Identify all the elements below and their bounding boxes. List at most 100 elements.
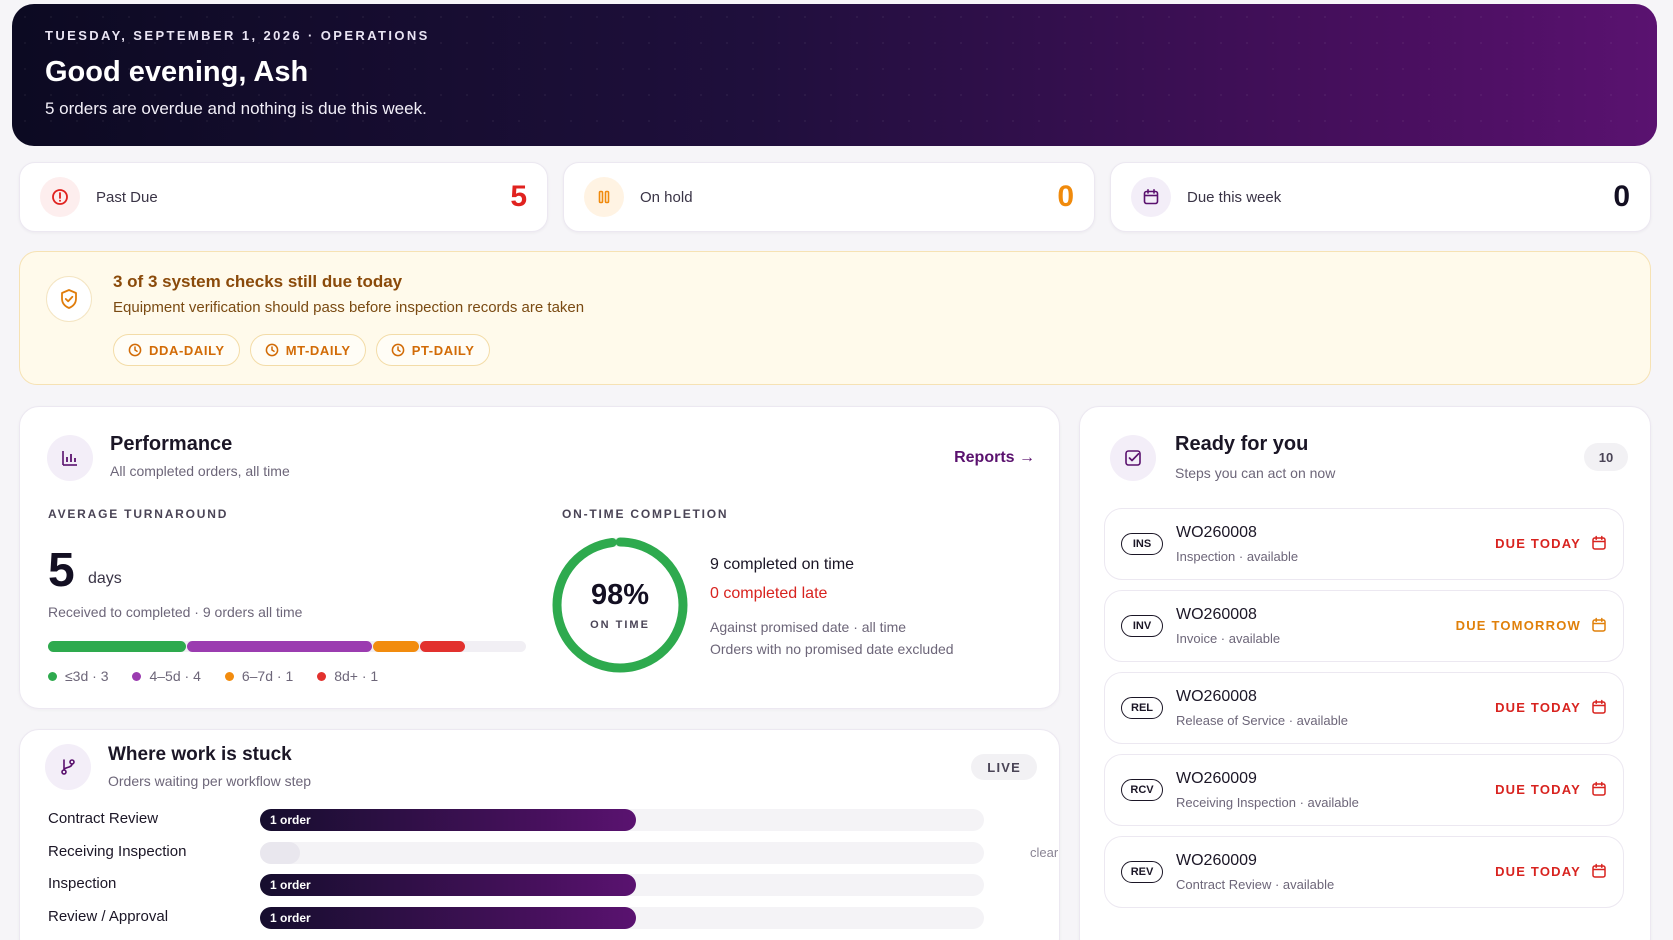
due-label: DUE TODAY [1495, 782, 1581, 797]
turnaround-distribution-bar [48, 641, 526, 652]
turnaround-legend: ≤3d · 3 4–5d · 4 6–7d · 1 8d+ · 1 [48, 668, 378, 684]
ready-count: 10 [1584, 443, 1628, 471]
legend-item: 8d+ · 1 [317, 668, 378, 684]
step-track [260, 842, 984, 864]
stat-label: Past Due [96, 188, 158, 206]
clock-icon [128, 343, 142, 357]
step-name: Contract Review [48, 810, 159, 827]
check-chip[interactable]: DDA-DAILY [113, 334, 240, 366]
calendar-icon [1592, 617, 1606, 632]
ontime-note: Orders with no promised date excluded [710, 641, 954, 657]
stat-value: 0 [1057, 180, 1074, 213]
system-checks-alert: 3 of 3 system checks still due today Equ… [19, 251, 1651, 385]
clock-icon [391, 343, 405, 357]
task-item[interactable]: RCV WO260009 Receiving Inspection · availa… [1104, 754, 1624, 826]
step-track: 1 order [260, 907, 984, 929]
work-order-id: WO260008 [1176, 688, 1257, 705]
work-order-id: WO260009 [1176, 770, 1257, 787]
task-meta: Inspection · available [1176, 549, 1299, 564]
bar-chart-icon [47, 435, 93, 481]
greeting-summary: 5 orders are overdue and nothing is due … [45, 99, 427, 118]
task-item[interactable]: INV WO260008 Invoice · available DUE TOMORR… [1104, 590, 1624, 662]
completed-on-time: 9 completed on time [710, 556, 855, 573]
distribution-segment [48, 641, 187, 652]
branch-icon [45, 744, 91, 790]
card-subtitle: All completed orders, all time [110, 463, 290, 479]
step-fill: 1 order [260, 907, 637, 929]
alert-description: Equipment verification should pass befor… [113, 299, 585, 316]
turnaround-unit: days [88, 570, 122, 587]
check-chip[interactable]: PT-DAILY [375, 334, 490, 366]
legend-dot [132, 671, 142, 681]
work-order-id: WO260008 [1176, 606, 1257, 623]
legend-label: 4–5d · 4 [149, 668, 201, 684]
work-order-id: WO260009 [1176, 852, 1257, 869]
distribution-segment [373, 641, 419, 652]
legend-dot [224, 671, 234, 681]
stat-value: 5 [510, 180, 527, 213]
stuck-row[interactable]: Inspection 1 order [48, 873, 1038, 897]
ready-card: Ready for you Steps you can act on now 1… [1079, 406, 1651, 940]
task-meta: Receiving Inspection · available [1176, 795, 1359, 810]
chip-label: PT-DAILY [411, 342, 475, 358]
task-item[interactable]: REL WO260008 Release of Service · availabl… [1104, 672, 1624, 744]
stat-label: Due this week [1187, 188, 1282, 206]
legend-dot [48, 671, 57, 681]
legend-label: ≤3d · 3 [65, 668, 109, 684]
task-item[interactable]: INS WO260008 Inspection · available DUE TOD… [1104, 508, 1624, 580]
performance-card: Performance All completed orders, all ti… [19, 406, 1060, 709]
task-meta: Invoice · available [1176, 631, 1281, 646]
distribution-segment [187, 641, 373, 652]
chip-label: DDA-DAILY [149, 342, 225, 358]
work-order-id: WO260008 [1176, 524, 1257, 541]
stat-value: 0 [1613, 180, 1630, 213]
step-track: 1 order [260, 874, 984, 896]
legend-item: ≤3d · 3 [48, 668, 108, 684]
step-tag: INV [1121, 615, 1163, 637]
stat-past-due[interactable]: Past Due 5 [19, 162, 548, 232]
greeting-banner: TUESDAY, SEPTEMBER 1, 2026 · OPERATIONS … [12, 4, 1657, 146]
step-tag: REL [1121, 697, 1163, 719]
turnaround-label: AVERAGE TURNAROUND [48, 507, 229, 521]
ontime-percent: 98% [590, 579, 650, 611]
step-tag: RCV [1121, 779, 1163, 801]
reports-link[interactable]: Reports → [954, 449, 1035, 466]
ontime-label: ON-TIME COMPLETION [562, 507, 729, 521]
card-title: Ready for you [1175, 433, 1309, 455]
legend-item: 6–7d · 1 [224, 668, 294, 684]
check-chips: DDA-DAILY MT-DAILY PT-DAILY [113, 334, 490, 366]
ontime-caption: ON TIME [590, 619, 650, 631]
chip-label: MT-DAILY [285, 342, 351, 358]
step-tag: INS [1121, 533, 1163, 555]
stat-on-hold[interactable]: On hold 0 [563, 162, 1095, 232]
legend-label: 8d+ · 1 [334, 668, 379, 684]
step-fill: 1 order [260, 874, 637, 896]
step-tag: REV [1121, 861, 1163, 883]
turnaround-value: 5 [48, 544, 75, 597]
stuck-row[interactable]: Review / Approval 1 order [48, 906, 1038, 930]
task-item[interactable]: REV WO260009 Contract Review · available DU… [1104, 836, 1624, 908]
calendar-icon [1592, 863, 1606, 878]
stuck-row[interactable]: Receiving Inspection clear [48, 841, 1058, 865]
step-status: clear [1030, 845, 1059, 860]
date-eyebrow: TUESDAY, SEPTEMBER 1, 2026 · OPERATIONS [45, 28, 430, 43]
stuck-row[interactable]: Contract Review 1 order [48, 808, 1038, 832]
check-chip[interactable]: MT-DAILY [249, 334, 366, 366]
ontime-note: Against promised date · all time [710, 619, 907, 635]
card-subtitle: Orders waiting per workflow step [108, 773, 312, 789]
step-name: Receiving Inspection [48, 843, 187, 860]
alert-circle-icon [40, 177, 80, 217]
calendar-icon [1592, 699, 1606, 714]
clock-icon [265, 343, 279, 357]
ontime-ring: 98% ON TIME [551, 536, 689, 674]
pause-icon [584, 177, 624, 217]
task-meta: Contract Review · available [1176, 877, 1335, 892]
due-label: DUE TODAY [1495, 536, 1581, 551]
ontime-ring-arc [552, 537, 688, 673]
card-title: Performance [110, 433, 233, 455]
card-subtitle: Steps you can act on now [1175, 465, 1336, 481]
legend-dot [317, 671, 327, 681]
legend-label: 6–7d · 1 [241, 668, 294, 684]
stat-due-this-week[interactable]: Due this week 0 [1110, 162, 1651, 232]
calendar-icon [1592, 535, 1606, 550]
